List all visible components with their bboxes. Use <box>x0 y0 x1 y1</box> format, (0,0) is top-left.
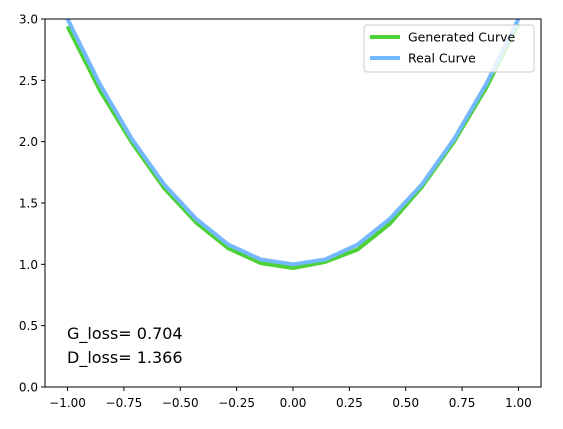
plot-lines <box>65 18 521 271</box>
legend-label-real: Real Curve <box>408 51 476 66</box>
y-tick-label: 0.5 <box>19 319 38 333</box>
y-tick-label: 1.0 <box>19 258 38 272</box>
g-loss-annotation: G_loss= 0.704 <box>67 324 183 344</box>
x-tick-label: −0.25 <box>218 396 255 410</box>
x-tick-label: −0.50 <box>162 396 199 410</box>
x-tick-label: 0.75 <box>449 396 476 410</box>
y-tick-label: 2.0 <box>19 135 38 149</box>
y-tick-label: 2.5 <box>19 74 38 88</box>
x-tick-label: 1.00 <box>505 396 532 410</box>
d-loss-annotation: D_loss= 1.366 <box>67 348 183 368</box>
series-line-real-curve <box>65 18 521 267</box>
legend-box <box>363 24 535 73</box>
x-tick-label: −1.00 <box>49 396 86 410</box>
y-axis: 0.0 0.5 1.0 1.5 2.0 2.5 3.0 <box>19 13 45 395</box>
y-tick-label: 3.0 <box>19 13 38 27</box>
x-tick-label: −0.75 <box>106 396 143 410</box>
legend-label-generated: Generated Curve <box>408 30 515 45</box>
legend: Generated Curve Real Curve <box>363 24 535 73</box>
y-tick-label: 1.5 <box>19 197 38 211</box>
x-axis: −1.00 −0.75 −0.50 −0.25 0.00 0.25 0.50 0.75 1.00 <box>49 387 532 410</box>
x-tick-label: 0.25 <box>336 396 363 410</box>
y-tick-label: 0.0 <box>19 381 38 395</box>
x-tick-label: 0.50 <box>392 396 419 410</box>
x-tick-label: 0.00 <box>280 396 307 410</box>
